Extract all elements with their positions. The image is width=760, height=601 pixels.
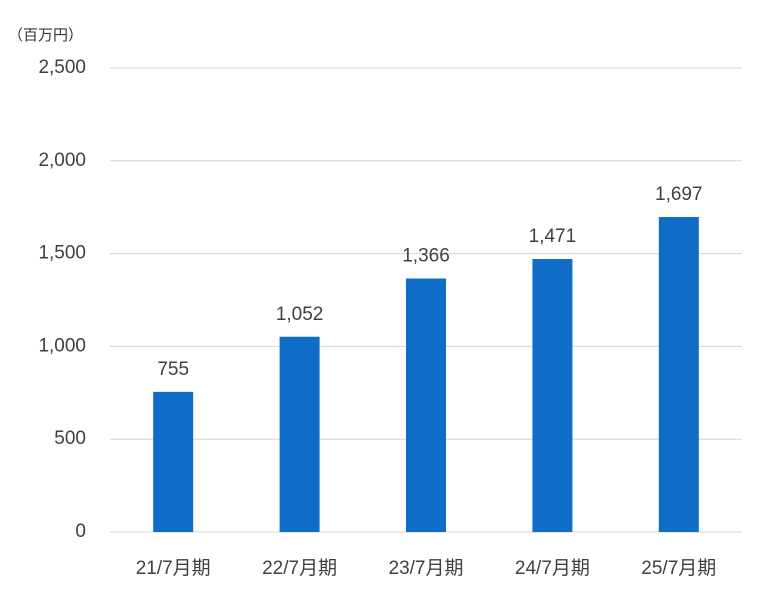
unit-label: （百万円）: [8, 27, 83, 44]
x-tick-label: 24/7月期: [515, 557, 590, 579]
x-tick-label: 22/7月期: [262, 557, 337, 579]
x-tick-label: 25/7月期: [641, 557, 716, 579]
value-label: 755: [157, 359, 189, 380]
bar: [279, 336, 320, 532]
bar: [153, 391, 194, 532]
bar: [532, 258, 573, 532]
value-label: 1,471: [529, 226, 577, 247]
bar: [406, 278, 446, 532]
y-tick-label: 1,000: [38, 335, 86, 356]
y-tick-label: 2,000: [38, 150, 86, 171]
value-label: 1,697: [655, 184, 703, 205]
bar: [658, 217, 699, 532]
value-label: 1,366: [402, 245, 450, 266]
y-tick-label: 0: [75, 521, 86, 542]
x-tick-label: 23/7月期: [389, 557, 464, 579]
y-tick-label: 500: [54, 428, 86, 449]
value-label: 1,052: [276, 304, 324, 325]
y-tick-label: 1,500: [38, 243, 86, 264]
x-tick-label: 21/7月期: [136, 557, 211, 579]
y-tick-label: 2,500: [38, 57, 86, 78]
